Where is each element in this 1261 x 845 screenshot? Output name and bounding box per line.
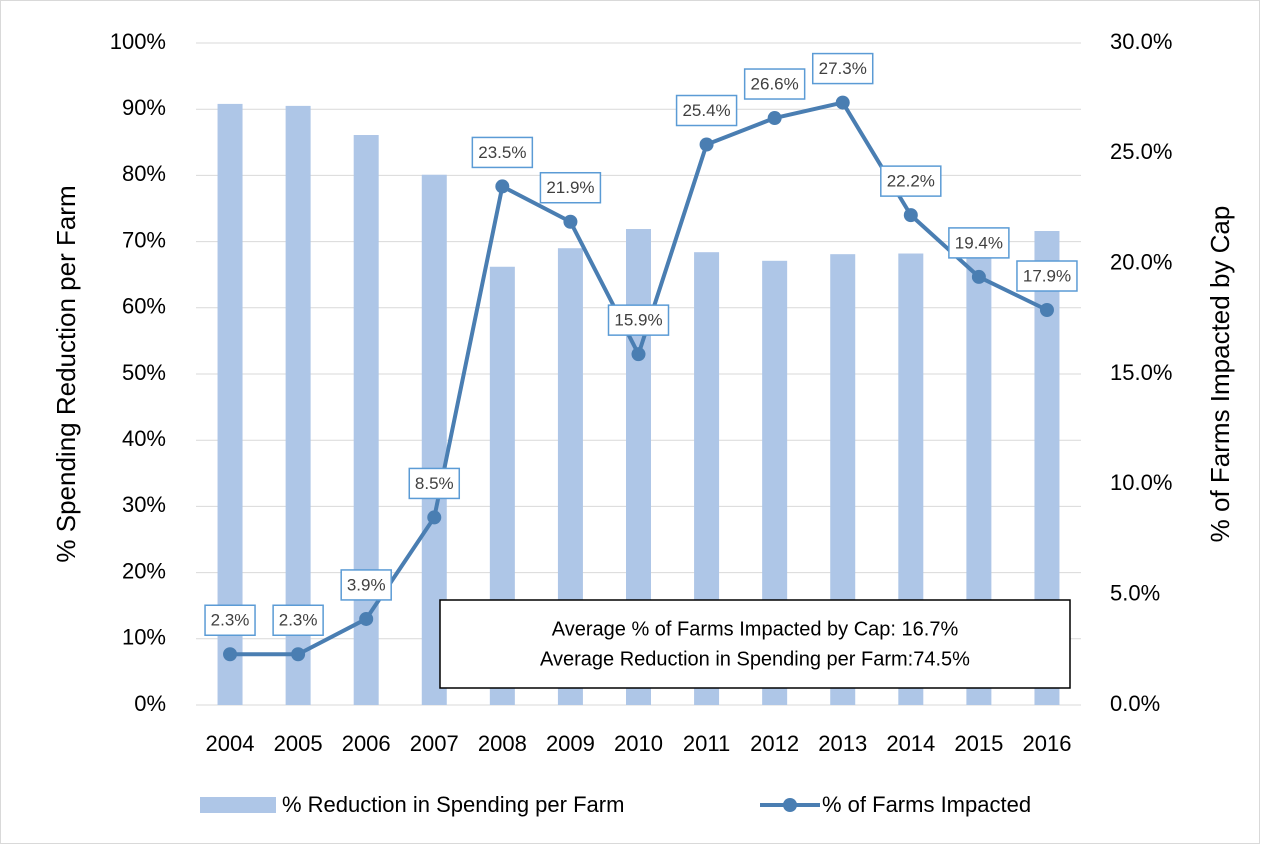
- x-tick-label: 2011: [683, 731, 730, 756]
- value-label: 2.3%: [211, 611, 250, 630]
- value-label-box: [539, 171, 602, 204]
- value-label-box: [408, 467, 461, 500]
- value-label: 23.5%: [478, 143, 526, 162]
- annotation: Average Reduction in Spending per Farm:7…: [540, 648, 970, 670]
- x-tick-label: 2010: [614, 731, 663, 756]
- line-point: [495, 179, 510, 194]
- x-tick-label: 2013: [818, 731, 867, 756]
- value-label-box: [675, 94, 738, 127]
- line-point: [835, 95, 850, 110]
- y2-axis-label: % of Farms Impacted by Cap: [1205, 206, 1235, 543]
- y-tick-label: 60%: [122, 294, 166, 319]
- value-label: 22.2%: [887, 172, 935, 191]
- value-label: 8.5%: [415, 474, 454, 493]
- x-tick-label: 2016: [1022, 731, 1071, 756]
- y2-tick-label: 20.0%: [1110, 249, 1172, 274]
- y-tick-label: 10%: [122, 625, 166, 650]
- line-point: [971, 269, 986, 284]
- y2-tick-label: 15.0%: [1110, 360, 1172, 385]
- annotation: Average % of Farms Impacted by Cap: 16.7…: [552, 618, 959, 640]
- x-tick-label: 2012: [750, 731, 799, 756]
- x-tick-label: 2009: [546, 731, 595, 756]
- y2-tick-label: 25.0%: [1110, 139, 1172, 164]
- value-label: 2.3%: [279, 611, 318, 630]
- value-label: 25.4%: [682, 101, 730, 120]
- line-point: [699, 137, 714, 152]
- value-label: 3.9%: [347, 575, 386, 594]
- value-label-box: [204, 604, 256, 636]
- y-tick-label: 90%: [122, 95, 166, 120]
- line-point: [359, 611, 374, 626]
- line-point: [427, 510, 442, 525]
- annotation-box: [439, 599, 1071, 689]
- value-label-box: [743, 68, 806, 100]
- y-tick-label: 80%: [122, 161, 166, 186]
- y-tick-label: 40%: [122, 426, 166, 451]
- y2-tick-label: 10.0%: [1110, 470, 1172, 495]
- x-tick-label: 2004: [206, 731, 255, 756]
- value-label-box: [340, 569, 392, 601]
- y2-tick-label: 5.0%: [1110, 580, 1160, 605]
- y-tick-label: 50%: [122, 360, 166, 385]
- x-tick-label: 2015: [954, 731, 1003, 756]
- value-label: 19.4%: [955, 233, 1003, 252]
- y-tick-label: 70%: [122, 227, 166, 252]
- value-label: 17.9%: [1023, 266, 1071, 285]
- y-axis-label: % Spending Reduction per Farm: [51, 185, 81, 562]
- y-tick-label: 30%: [122, 492, 166, 517]
- value-label: 27.3%: [819, 59, 867, 78]
- value-label-box: [811, 52, 874, 85]
- x-tick-label: 2007: [410, 731, 459, 756]
- legend-label: % of Farms Impacted: [822, 792, 1031, 817]
- x-tick-label: 2008: [478, 731, 527, 756]
- x-tick-label: 2014: [886, 731, 935, 756]
- legend-swatch: [200, 797, 276, 813]
- line-point: [1039, 303, 1054, 318]
- value-label-box: [948, 227, 1010, 259]
- value-label-box: [1016, 260, 1078, 292]
- y2-tick-label: 30.0%: [1110, 29, 1172, 54]
- x-tick-label: 2005: [274, 731, 323, 756]
- legend-label: % Reduction in Spending per Farm: [282, 792, 624, 817]
- value-label-box: [272, 604, 324, 636]
- line-point: [903, 208, 918, 223]
- line-point: [767, 111, 782, 126]
- x-tick-label: 2006: [342, 731, 391, 756]
- y-tick-label: 20%: [122, 558, 166, 583]
- value-label-box: [607, 304, 670, 336]
- line-point: [563, 214, 578, 229]
- y-tick-label: 0%: [134, 691, 166, 716]
- y-tick-label: 100%: [110, 29, 166, 54]
- value-label: 15.9%: [614, 311, 662, 330]
- value-label: 21.9%: [546, 178, 594, 197]
- line-point: [631, 347, 646, 362]
- line-point: [291, 647, 306, 662]
- y2-tick-label: 0.0%: [1110, 691, 1160, 716]
- value-label: 26.6%: [751, 75, 799, 94]
- value-label-box: [471, 136, 534, 169]
- line-point: [223, 647, 238, 662]
- value-label-box: [880, 165, 942, 197]
- legend-swatch-point: [783, 798, 797, 812]
